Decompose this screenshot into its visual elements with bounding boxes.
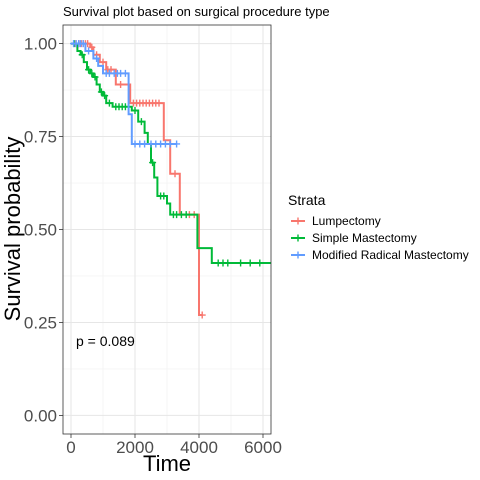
y-tick-label: 0.25	[24, 313, 57, 332]
y-tick-label: 1.00	[24, 35, 57, 54]
x-tick-label: 6000	[244, 438, 282, 457]
censor-mark	[224, 259, 232, 267]
censor-mark	[237, 259, 245, 267]
x-tick-label: 0	[66, 438, 75, 457]
censor-mark	[246, 259, 254, 267]
censor-mark	[198, 311, 206, 319]
censor-mark	[85, 47, 93, 55]
y-tick-label: 0.50	[24, 221, 57, 240]
censor-mark	[101, 92, 109, 100]
censor-mark	[166, 140, 174, 148]
y-axis: 0.00 0.25 0.50 0.75 1.00	[24, 35, 63, 425]
legend-label: Simple Mastectomy	[312, 231, 417, 245]
censor-mark	[131, 107, 139, 115]
censor-mark	[182, 211, 190, 219]
y-axis-title: Survival probability	[0, 137, 25, 322]
censor-mark	[256, 259, 264, 267]
censor-mark	[149, 159, 157, 167]
x-axis: 0 2000 4000 6000	[66, 434, 282, 457]
censor-mark	[97, 88, 105, 96]
censor-mark	[78, 51, 86, 59]
y-tick-label: 0.75	[24, 128, 57, 147]
censor-mark	[160, 192, 168, 200]
legend-label: Modified Radical Mastectomy	[312, 248, 469, 262]
censor-mark	[117, 80, 125, 88]
censor-mark	[88, 43, 96, 51]
x-tick-label: 4000	[180, 438, 218, 457]
x-axis-title: Time	[143, 451, 191, 476]
legend: Strata Lumpectomy Simple Mastectomy Modifi…	[288, 192, 469, 262]
censor-mark	[141, 140, 149, 148]
series-layer	[70, 40, 271, 319]
censor-mark	[88, 69, 96, 77]
legend-item: Simple Mastectomy	[291, 231, 417, 245]
censor-mark	[91, 73, 99, 81]
censor-mark	[171, 170, 179, 178]
series-modified-radical-mastectomy	[70, 40, 181, 148]
censor-mark	[79, 40, 87, 48]
legend-item: Modified Radical Mastectomy	[291, 248, 469, 262]
censor-mark	[173, 140, 181, 148]
legend-item: Lumpectomy	[291, 214, 381, 228]
legend-title: Strata	[288, 192, 326, 208]
survival-curve	[71, 42, 271, 264]
y-tick-label: 0.00	[24, 406, 57, 425]
x-tick-label: 2000	[116, 438, 154, 457]
chart-title: Survival plot based on surgical procedur…	[63, 4, 330, 19]
censor-mark	[99, 58, 107, 66]
censor-mark	[121, 69, 129, 77]
censor-mark	[93, 54, 101, 62]
censor-mark	[137, 118, 145, 126]
series-simple-mastectomy	[70, 40, 271, 267]
p-value-annotation: p = 0.089	[76, 333, 135, 349]
censor-mark	[85, 66, 93, 74]
censor-mark	[107, 66, 115, 74]
legend-label: Lumpectomy	[312, 214, 381, 228]
censor-mark	[105, 99, 113, 107]
censor-mark	[155, 99, 163, 107]
